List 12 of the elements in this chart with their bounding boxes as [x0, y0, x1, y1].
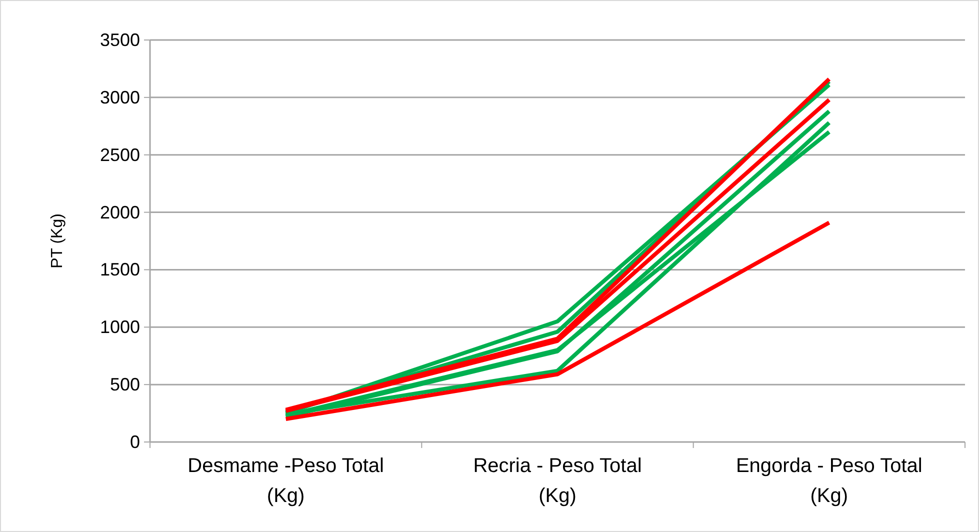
y-tick-label: 2500: [100, 144, 140, 165]
y-tick-label: 0: [130, 432, 140, 452]
y-tick-label: 3500: [100, 30, 140, 50]
x-tick-label: Engorda - Peso Total (Kg): [736, 455, 922, 507]
x-tick-label: Recria - Peso Total (Kg): [473, 455, 642, 507]
y-axis-title: PT (Kg): [49, 214, 66, 268]
y-tick-label: 1000: [100, 317, 140, 338]
y-tick-label: 1500: [100, 260, 140, 280]
y-tick-label: 3000: [100, 87, 140, 108]
y-tick-label: 2000: [100, 202, 140, 222]
x-tick-label: Desmame -Peso Total (Kg): [188, 455, 384, 507]
y-tick-label: 500: [110, 374, 140, 395]
